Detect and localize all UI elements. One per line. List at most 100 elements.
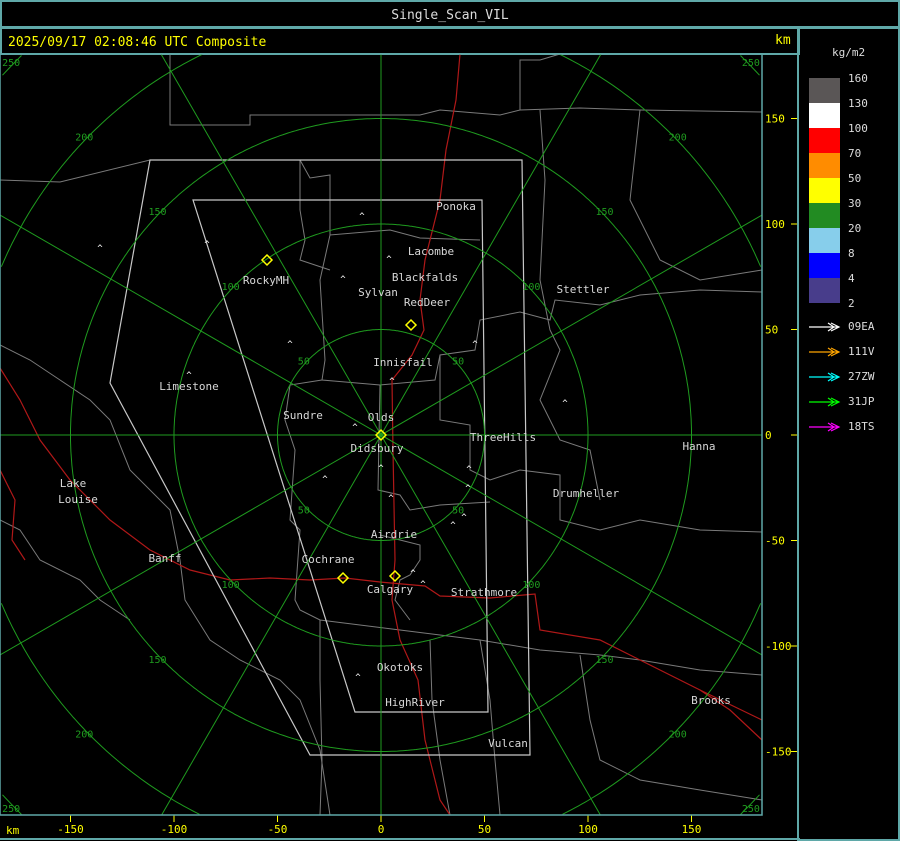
boundary-line xyxy=(0,344,331,816)
town-label-didsbury: Didsbury xyxy=(351,442,404,455)
range-ring xyxy=(740,794,760,815)
town-label-limestone: Limestone xyxy=(159,380,219,393)
colorbar-swatch xyxy=(809,103,840,128)
ring-label: 150 xyxy=(148,655,166,666)
town-label-reddeer: RedDeer xyxy=(404,296,451,309)
range-ring xyxy=(740,55,760,76)
town-label-olds: Olds xyxy=(368,411,395,424)
boundary-line xyxy=(0,159,481,241)
town-label-louise: Louise xyxy=(58,493,98,506)
town-label-hanna: Hanna xyxy=(682,440,715,453)
site-marker: ^ xyxy=(465,484,471,494)
legend-panel xyxy=(797,27,900,841)
colorbar-label: 50 xyxy=(848,172,862,185)
azimuth-spoke xyxy=(0,214,763,656)
x-tick-label: -50 xyxy=(268,823,288,836)
track-arrow-icon xyxy=(809,397,841,407)
county-boundaries xyxy=(0,53,763,816)
range-ring xyxy=(0,53,204,267)
colorbar-unit: kg/m2 xyxy=(832,46,866,59)
window-title: Single_Scan_VIL xyxy=(391,8,509,23)
site-marker: ^ xyxy=(97,244,103,254)
highways xyxy=(0,53,763,816)
track-label: 111V xyxy=(848,345,875,358)
colorbar-swatch xyxy=(809,203,840,228)
site-marker: ^ xyxy=(461,513,467,523)
radar-diamond-icon xyxy=(336,571,350,585)
y-tick-label: 50 xyxy=(765,324,778,337)
range-ring xyxy=(2,794,22,815)
domain-boxes xyxy=(109,159,531,756)
town-label-ponoka: Ponoka xyxy=(436,200,476,213)
radar-diamond-icon xyxy=(374,428,388,442)
km-unit-label-top: km xyxy=(775,33,791,48)
town-label-cochrane: Cochrane xyxy=(302,553,355,566)
boundary-line xyxy=(429,639,451,816)
site-marker: ^ xyxy=(389,377,395,387)
town-label-strathmore: Strathmore xyxy=(451,586,517,599)
inner-domain-box xyxy=(192,199,489,713)
town-label-innisfail: Innisfail xyxy=(373,356,433,369)
track-arrow-icon xyxy=(809,347,841,357)
highway-line xyxy=(699,689,763,741)
highway-line xyxy=(0,367,763,721)
ring-label: 50 xyxy=(298,356,310,367)
site-marker: ^ xyxy=(466,465,472,475)
track-label: 09EA xyxy=(848,320,875,333)
colorbar-swatch xyxy=(809,253,840,278)
town-label-threehills: ThreeHills xyxy=(470,431,536,444)
radar-diamond-icon xyxy=(388,569,402,583)
site-marker: ^ xyxy=(450,521,456,531)
ring-label: 250 xyxy=(742,804,760,815)
town-label-vulcan: Vulcan xyxy=(488,737,528,750)
boundary-line xyxy=(479,639,501,816)
boundary-line xyxy=(579,654,763,801)
colorbar-swatch xyxy=(809,153,840,178)
x-tick-label: 100 xyxy=(578,823,598,836)
range-ring xyxy=(0,603,200,815)
timestamp-label: 2025/09/17 02:08:46 UTC Composite xyxy=(8,35,267,50)
town-label-lake: Lake xyxy=(60,477,87,490)
ring-label: 150 xyxy=(148,207,166,218)
site-marker: ^ xyxy=(410,569,416,579)
colorbar-label: 160 xyxy=(848,72,868,85)
y-tick-label: -100 xyxy=(765,640,792,653)
site-marker: ^ xyxy=(386,255,392,265)
boundary-line xyxy=(319,234,763,386)
radar-diamond-icon xyxy=(404,318,418,332)
x-tick-label: 50 xyxy=(478,823,491,836)
x-tick-label: 150 xyxy=(682,823,702,836)
site-marker: ^ xyxy=(562,399,568,409)
site-marker: ^ xyxy=(388,494,394,504)
colorbar-label: 130 xyxy=(848,97,868,110)
colorbar-label: 4 xyxy=(848,272,855,285)
colorbar-label: 100 xyxy=(848,122,868,135)
ring-label: 50 xyxy=(452,356,464,367)
colorbar-label: 70 xyxy=(848,147,862,160)
highway-line xyxy=(391,53,461,816)
track-arrow-icon xyxy=(809,422,841,432)
boundary-line xyxy=(169,54,763,126)
colorbar-swatch xyxy=(809,278,840,303)
boundary-line xyxy=(377,384,491,511)
site-marker: ^ xyxy=(420,580,426,590)
town-label-lacombe: Lacombe xyxy=(408,245,454,258)
site-marker: ^ xyxy=(340,275,346,285)
town-label-banff: Banff xyxy=(148,552,181,565)
colorbar-label: 30 xyxy=(848,197,862,210)
town-label-brooks: Brooks xyxy=(691,694,731,707)
ring-label: 100 xyxy=(222,580,240,591)
site-marker: ^ xyxy=(472,340,478,350)
ring-label: 250 xyxy=(2,804,20,815)
town-label-stettler: Stettler xyxy=(557,283,610,296)
ring-labels: 50 50 50 50 100 100 100 100 150 150 150 150 200 200 20… xyxy=(2,58,760,815)
site-marker: ^ xyxy=(359,212,365,222)
ring-label: 200 xyxy=(75,133,93,144)
town-label-rockymh: RockyMH xyxy=(243,274,289,287)
ring-label: 250 xyxy=(742,58,760,69)
town-label-sylvan: Sylvan xyxy=(358,286,398,299)
town-label-highriver: HighRiver xyxy=(385,696,445,709)
town-labels: Ponoka Lacombe Blackfalds Sylvan RedDeer Rock… xyxy=(58,200,731,750)
range-ring xyxy=(558,53,762,267)
